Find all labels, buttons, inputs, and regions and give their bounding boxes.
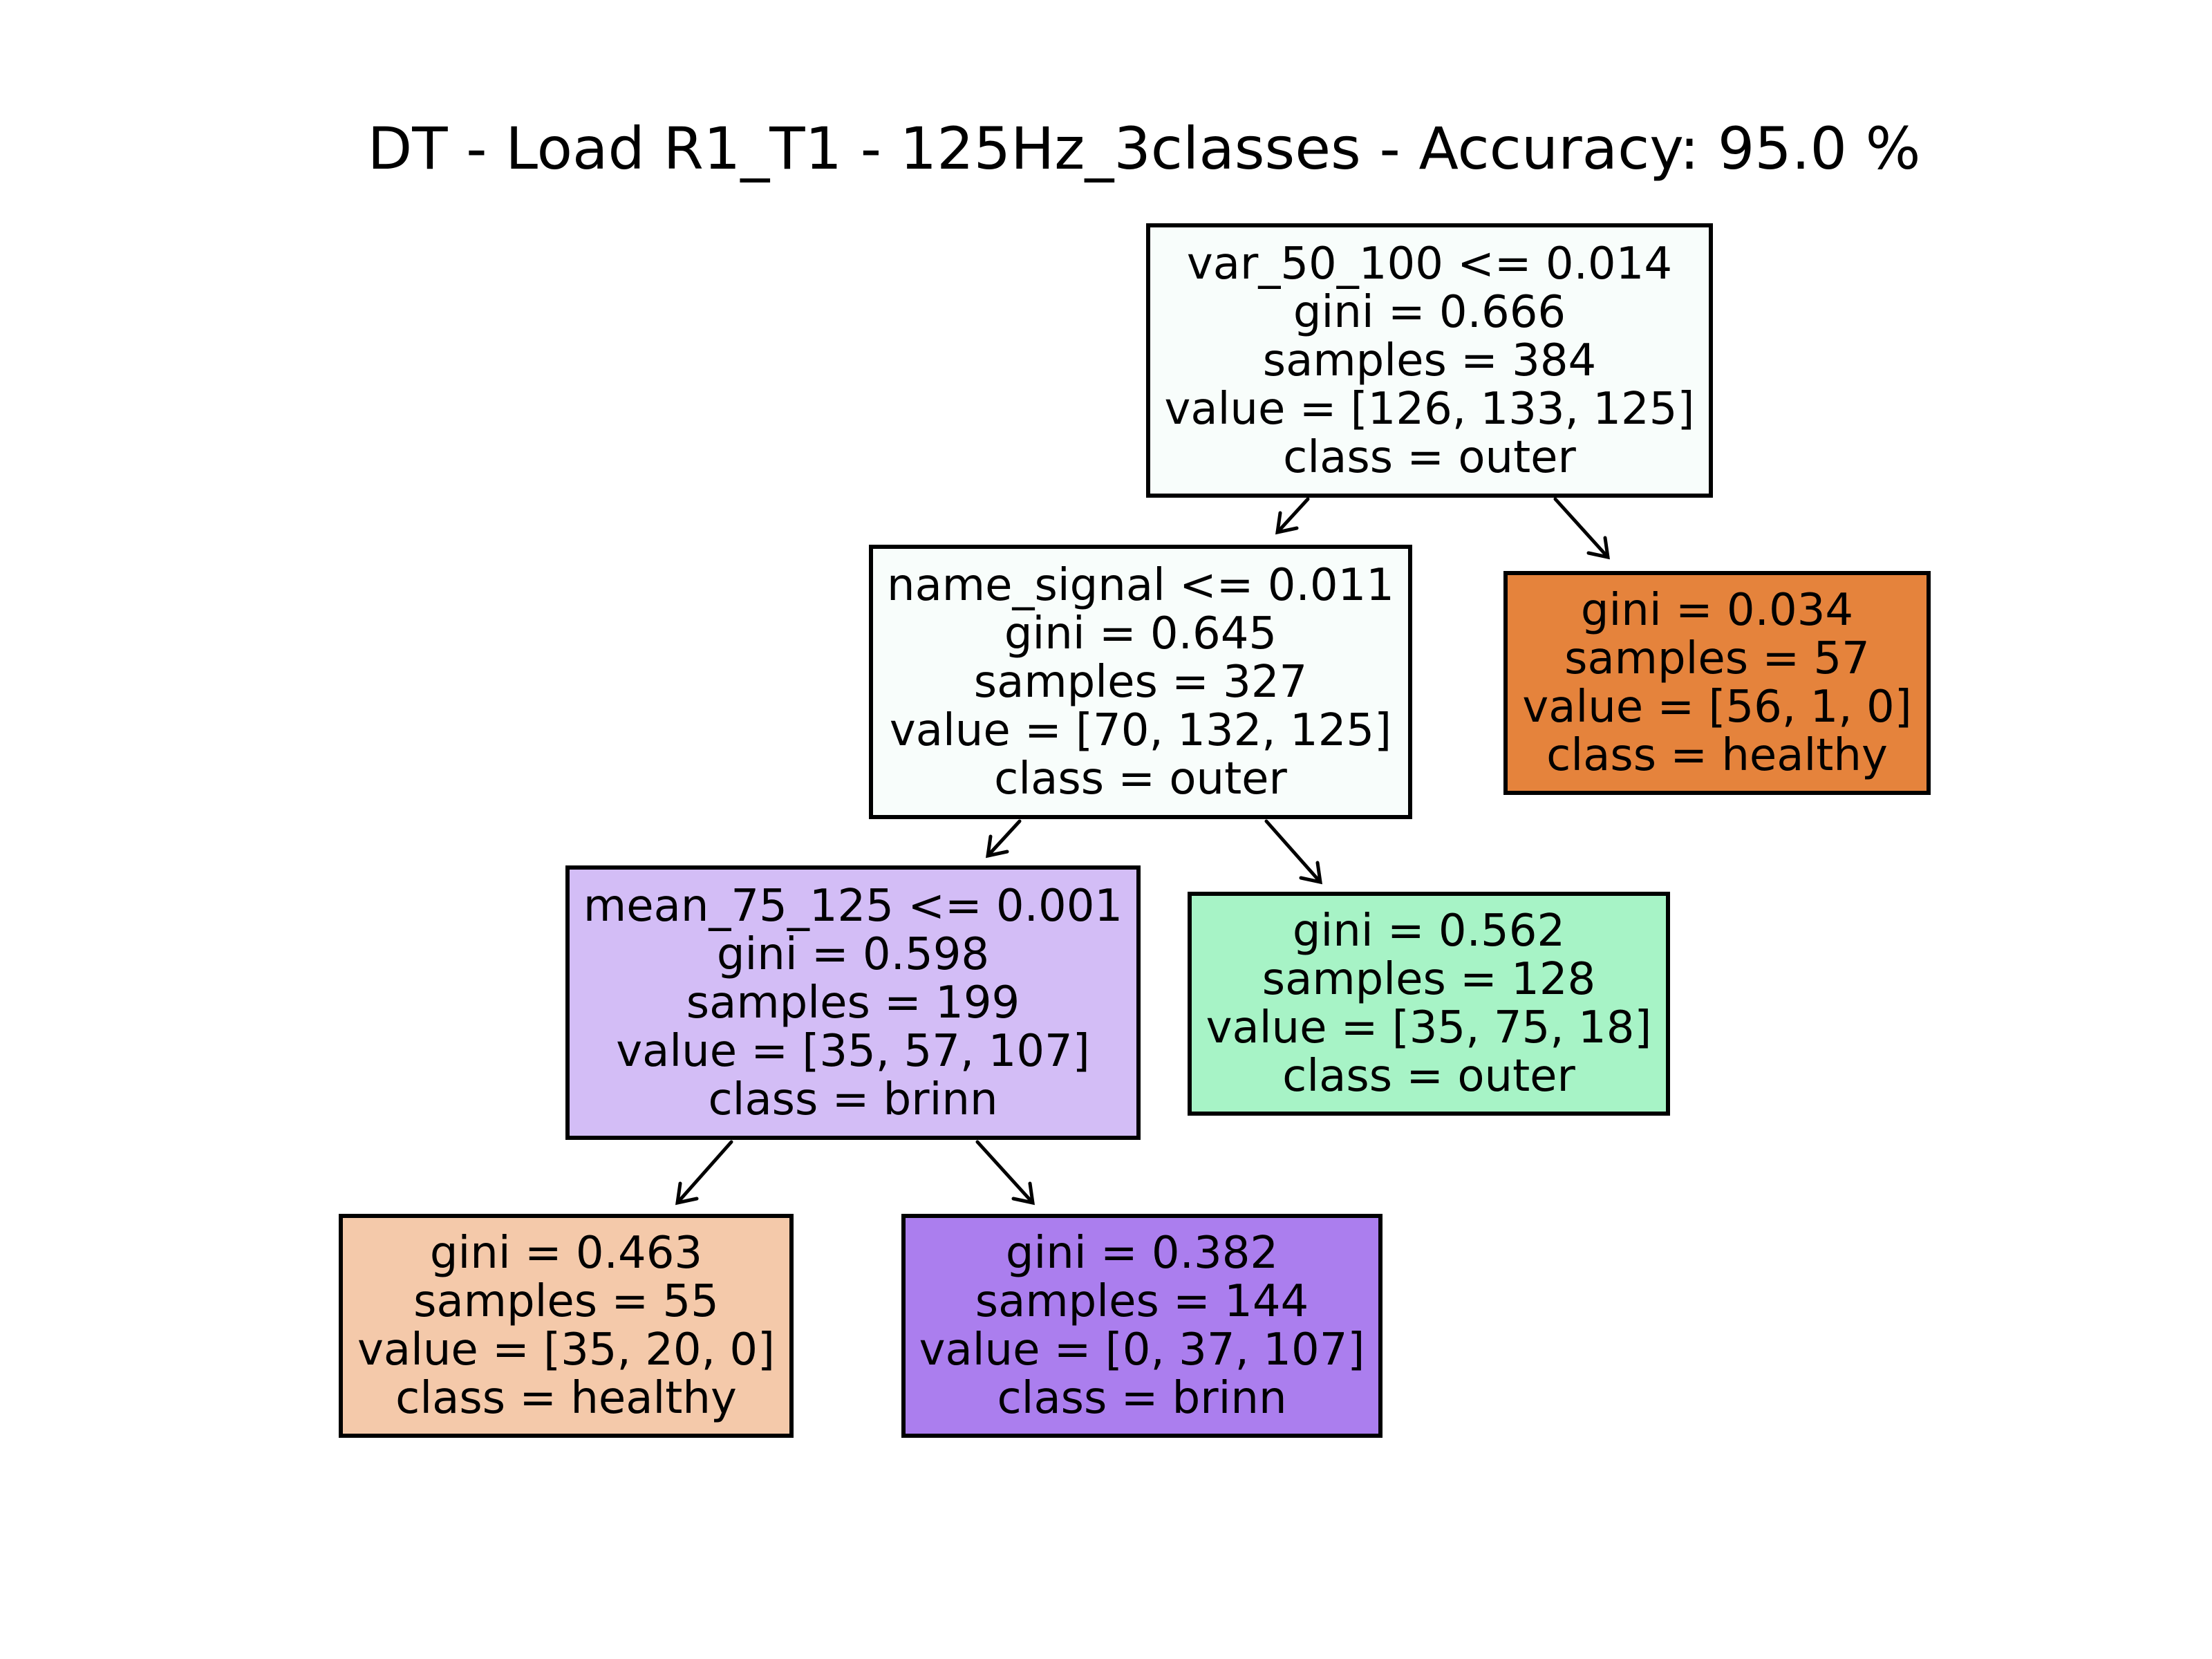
class-label: class = healthy: [1546, 730, 1888, 781]
arrowhead-n1-n3: [986, 834, 1009, 859]
gini-label: gini = 0.382: [1005, 1228, 1279, 1279]
split-condition: name_signal <= 0.011: [887, 559, 1394, 611]
arrowhead-n1-n4: [1299, 861, 1322, 885]
samples-label: samples = 55: [413, 1276, 719, 1327]
tree-node-left: name_signal <= 0.011 gini = 0.645 sample…: [869, 545, 1412, 819]
gini-label: gini = 0.666: [1293, 286, 1566, 338]
tree-leaf-right: gini = 0.034 samples = 57 value = [56, 1…: [1503, 571, 1931, 795]
edge-n3-n5: [675, 1140, 733, 1205]
arrowhead-n3-n5: [675, 1181, 699, 1206]
tree-leaf-left-left-left: gini = 0.463 samples = 55 value = [35, 2…: [339, 1214, 794, 1438]
arrowhead-root-n1: [1275, 511, 1299, 535]
class-label: class = brinn: [997, 1373, 1287, 1424]
edge-n1-n3: [986, 819, 1022, 858]
edge-root-n1: [1275, 497, 1310, 534]
edge-n3-n6: [975, 1140, 1035, 1205]
class-label: class = healthy: [395, 1373, 737, 1424]
class-label: class = outer: [1283, 431, 1576, 483]
value-label: value = [126, 133, 125]: [1164, 383, 1695, 435]
class-label: class = outer: [994, 753, 1287, 805]
gini-label: gini = 0.034: [1580, 585, 1854, 636]
class-label: class = outer: [1282, 1051, 1575, 1102]
samples-label: samples = 128: [1262, 954, 1596, 1005]
value-label: value = [0, 37, 107]: [919, 1324, 1365, 1376]
value-label: value = [56, 1, 0]: [1522, 682, 1912, 733]
value-label: value = [35, 20, 0]: [357, 1324, 776, 1376]
class-label: class = brinn: [708, 1074, 998, 1125]
arrowhead-n3-n6: [1011, 1181, 1035, 1206]
tree-leaf-left-left-right: gini = 0.382 samples = 144 value = [0, 3…: [901, 1214, 1382, 1438]
value-label: value = [70, 132, 125]: [889, 704, 1392, 756]
value-label: value = [35, 57, 107]: [616, 1025, 1090, 1077]
gini-label: gini = 0.598: [716, 928, 990, 980]
samples-label: samples = 57: [1564, 633, 1870, 684]
diagram-title: DT - Load R1_T1 - 125Hz_3classes - Accur…: [367, 115, 1921, 182]
gini-label: gini = 0.562: [1292, 906, 1566, 957]
samples-label: samples = 144: [975, 1276, 1309, 1327]
split-condition: var_50_100 <= 0.014: [1186, 238, 1673, 290]
samples-label: samples = 384: [1262, 335, 1597, 386]
value-label: value = [35, 75, 18]: [1206, 1002, 1652, 1053]
tree-node-root: var_50_100 <= 0.014 gini = 0.666 samples…: [1146, 223, 1713, 498]
edge-n1-n4: [1264, 819, 1322, 884]
gini-label: gini = 0.645: [1004, 608, 1277, 659]
tree-leaf-left-right: gini = 0.562 samples = 128 value = [35, …: [1188, 892, 1670, 1116]
split-condition: mean_75_125 <= 0.001: [583, 880, 1123, 932]
gini-label: gini = 0.463: [429, 1228, 703, 1279]
samples-label: samples = 327: [973, 656, 1308, 708]
samples-label: samples = 199: [686, 977, 1020, 1029]
arrowhead-root-n2: [1586, 536, 1610, 560]
edge-root-n2: [1553, 497, 1610, 559]
tree-node-left-left: mean_75_125 <= 0.001 gini = 0.598 sample…: [565, 865, 1141, 1140]
